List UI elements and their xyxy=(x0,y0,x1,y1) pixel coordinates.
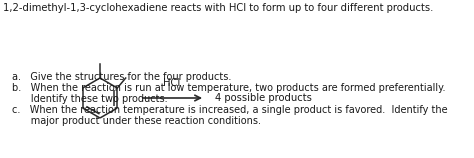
Text: Identify these two products.: Identify these two products. xyxy=(12,94,168,104)
Text: HCl: HCl xyxy=(164,78,181,88)
Text: 1,2-dimethyl-1,3-cyclohexadiene reacts with HCl to form up to four different pro: 1,2-dimethyl-1,3-cyclohexadiene reacts w… xyxy=(3,3,433,13)
Text: c.   When the reaction temperature is increased, a single product is favored.  I: c. When the reaction temperature is incr… xyxy=(12,105,447,115)
Text: major product under these reaction conditions.: major product under these reaction condi… xyxy=(12,116,261,126)
Text: a.   Give the structures for the four products.: a. Give the structures for the four prod… xyxy=(12,72,231,82)
Text: 4 possible products: 4 possible products xyxy=(215,93,312,103)
Text: b.   When the reaction is run at low temperature, two products are formed prefer: b. When the reaction is run at low tempe… xyxy=(12,83,446,93)
